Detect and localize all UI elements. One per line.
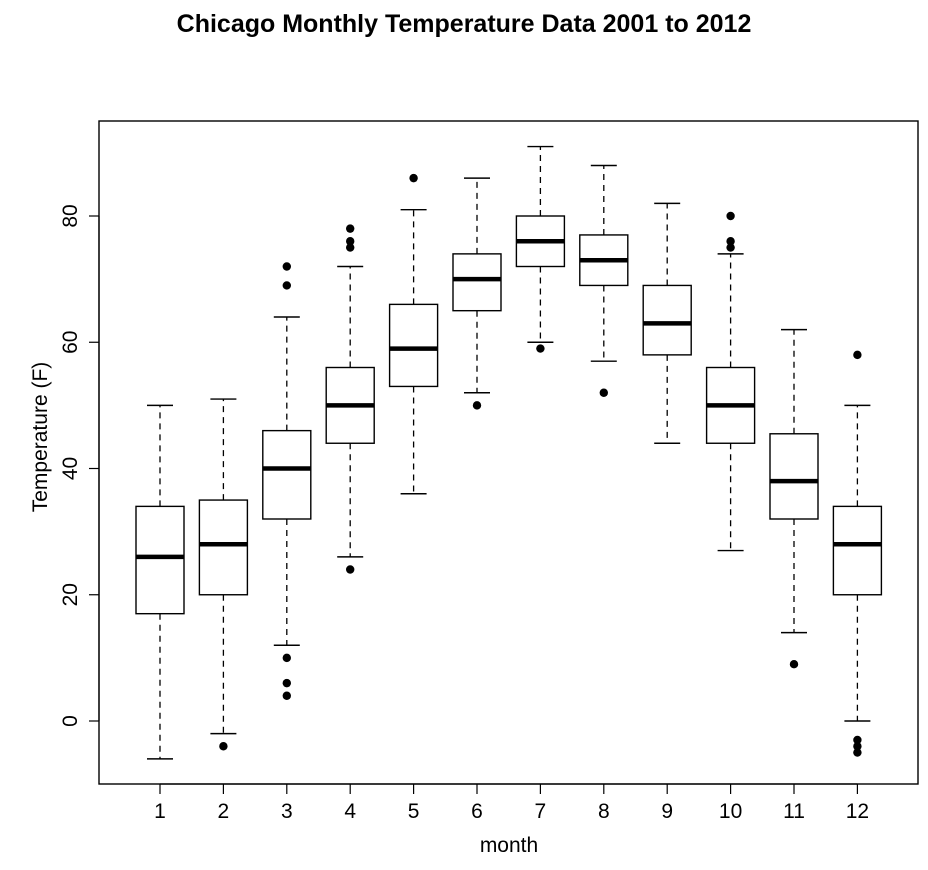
box-iqr (388, 303, 439, 388)
outlier-point (726, 237, 735, 246)
outlier-point (853, 748, 862, 757)
box-month-8 (579, 164, 629, 397)
outlier-point (409, 173, 418, 183)
outlier-point (726, 243, 735, 252)
outlier-point (536, 344, 545, 353)
box-month-5 (388, 173, 439, 495)
outlier-point (853, 735, 862, 745)
box-month-3 (262, 262, 312, 700)
outlier-point (346, 224, 355, 233)
outlier-point (282, 678, 291, 688)
y-tick-label: 0 (59, 715, 82, 727)
outlier-point (853, 350, 862, 360)
outlier-point (472, 401, 482, 410)
outlier-point (219, 742, 228, 751)
y-tick-label: 60 (59, 331, 82, 354)
box-month-7 (515, 145, 566, 353)
outlier-point (346, 237, 355, 246)
x-tick-label: 2 (218, 800, 230, 823)
box-month-11 (769, 328, 819, 669)
x-axis-label: month (480, 834, 538, 857)
box-iqr (262, 429, 312, 520)
box-iqr (832, 505, 883, 596)
box-month-12 (832, 350, 883, 757)
outlier-point (282, 281, 291, 290)
outlier-point (853, 742, 862, 751)
box-month-1 (135, 404, 185, 760)
x-axis: 1 2 3 4 5 6 7 8 9 10 11 12 (154, 783, 869, 823)
outlier-point (282, 653, 291, 663)
box-month-10 (705, 211, 756, 552)
box-iqr (198, 499, 249, 596)
y-axis: 0 20 40 60 80 (59, 204, 100, 727)
boxes-group (135, 145, 883, 760)
outlier-point (726, 211, 735, 221)
y-tick-label: 40 (59, 457, 82, 480)
x-tick-label: 7 (535, 800, 547, 823)
outlier-point (282, 262, 291, 271)
box-iqr (642, 284, 692, 356)
box-month-4 (325, 224, 375, 574)
box-month-9 (642, 202, 692, 444)
outlier-point (346, 565, 355, 574)
outlier-point (346, 243, 355, 252)
chart-title: Chicago Monthly Temperature Data 2001 to… (177, 10, 752, 38)
outlier-point (789, 659, 799, 669)
y-tick-label: 80 (59, 204, 82, 227)
outlier-point (282, 691, 291, 700)
box-iqr (135, 505, 185, 615)
x-tick-label: 11 (783, 800, 805, 823)
x-tick-label: 4 (344, 800, 356, 823)
x-tick-label: 9 (661, 800, 673, 823)
outlier-point (599, 388, 608, 397)
box-iqr (769, 433, 819, 520)
y-axis-label: Temperature (F) (29, 362, 52, 513)
x-tick-label: 5 (408, 800, 420, 823)
box-month-2 (198, 398, 249, 751)
x-tick-label: 1 (154, 800, 166, 823)
x-tick-label: 6 (471, 800, 483, 823)
y-tick-label: 20 (59, 583, 82, 606)
x-tick-label: 3 (281, 800, 293, 823)
x-tick-label: 8 (598, 800, 610, 823)
x-tick-label: 10 (719, 800, 742, 823)
box-iqr (452, 253, 502, 312)
x-tick-label: 12 (846, 800, 869, 823)
box-month-6 (452, 177, 502, 410)
